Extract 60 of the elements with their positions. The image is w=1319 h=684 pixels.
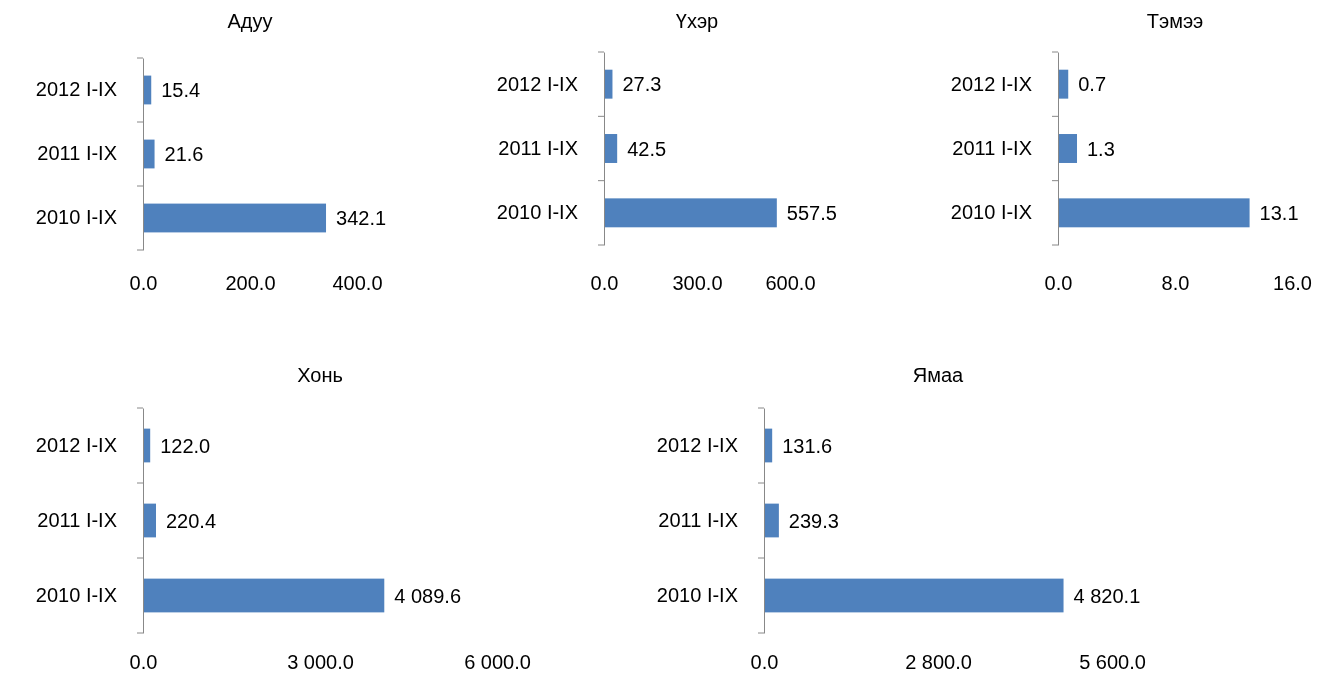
x-tick-label: 0.0 [129, 651, 158, 674]
x-tick-label: 0.0 [1044, 272, 1073, 295]
data-label: 4 089.6 [394, 584, 462, 607]
data-label: 122.0 [160, 434, 211, 457]
x-tick-label: 8.0 [1161, 272, 1190, 295]
x-tick-label: 0.0 [129, 272, 158, 295]
chart-title: Хонь [297, 364, 343, 386]
bar [604, 134, 618, 163]
data-label: 342.1 [336, 207, 387, 229]
x-tick-label: 3 000.0 [287, 651, 354, 674]
bar [764, 578, 1064, 613]
x-tick-label: 400.0 [332, 272, 383, 295]
x-tick-label: 200.0 [225, 272, 276, 295]
x-tick-label: 300.0 [672, 272, 723, 295]
x-tick-label: 6 000.0 [464, 651, 531, 674]
chart-title: Тэмээ [1146, 10, 1204, 32]
data-label: 4 820.1 [1073, 584, 1141, 607]
chart-title: Адуу [227, 10, 273, 32]
bar [604, 198, 777, 228]
y-tick-label: 2012 I-IX [35, 433, 117, 456]
data-label: 557.5 [786, 201, 837, 224]
data-label: 13.1 [1259, 201, 1299, 224]
y-tick-label: 2010 I-IX [950, 201, 1032, 224]
y-tick-label: 2011 I-IX [37, 142, 117, 165]
y-tick-label: 2012 I-IX [950, 72, 1032, 95]
x-tick-label: 2 800.0 [905, 651, 972, 674]
x-tick-label: 0.0 [590, 272, 619, 295]
data-label: 131.6 [782, 434, 833, 457]
y-tick-label: 2010 I-IX [496, 201, 578, 224]
bar [143, 578, 385, 613]
x-tick-label: 16.0 [1273, 272, 1312, 295]
data-label: 21.6 [164, 143, 204, 165]
chart-title: Ямаа [912, 364, 965, 386]
x-tick-label: 5 600.0 [1079, 651, 1146, 674]
bar [143, 139, 155, 169]
y-tick-label: 2010 I-IX [35, 583, 117, 606]
bar [1058, 134, 1078, 163]
y-tick-label: 2012 I-IX [656, 433, 738, 456]
chart-title: Үхэр [675, 10, 719, 32]
data-label: 1.3 [1087, 137, 1115, 160]
y-tick-label: 2012 I-IX [35, 78, 117, 101]
y-tick-label: 2011 I-IX [37, 508, 117, 531]
y-tick-label: 2010 I-IX [656, 583, 738, 606]
data-label: 239.3 [788, 509, 839, 532]
x-tick-label: 0.0 [750, 651, 779, 674]
bar [143, 503, 156, 538]
y-tick-label: 2011 I-IX [498, 136, 578, 159]
bar [764, 503, 779, 538]
y-tick-label: 2012 I-IX [496, 72, 578, 95]
data-label: 42.5 [627, 137, 667, 160]
data-label: 27.3 [622, 73, 662, 96]
x-tick-label: 600.0 [765, 272, 816, 295]
y-tick-label: 2010 I-IX [35, 206, 117, 229]
data-label: 220.4 [166, 509, 217, 532]
data-label: 0.7 [1078, 73, 1107, 96]
bar [143, 203, 327, 233]
y-tick-label: 2011 I-IX [658, 508, 738, 531]
bar [1058, 198, 1250, 228]
data-label: 15.4 [161, 79, 201, 101]
y-tick-label: 2011 I-IX [952, 136, 1032, 159]
